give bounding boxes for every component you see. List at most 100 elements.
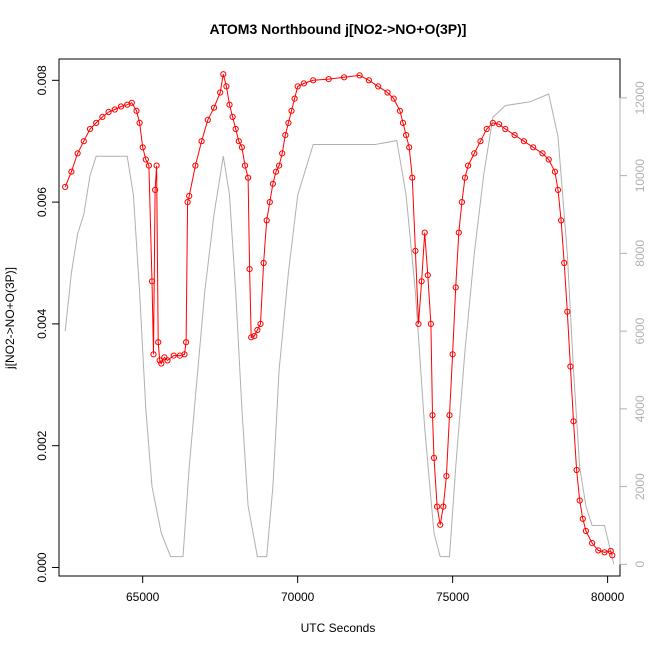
j-no2-point <box>276 162 283 169</box>
j-no2-point <box>589 540 596 547</box>
altitude-line <box>64 93 615 565</box>
y2-tick-label: 4000 <box>633 395 647 422</box>
j-no2-point <box>198 138 205 145</box>
j-no2-point <box>520 138 528 145</box>
y-tick-label: 0.000 <box>35 552 49 582</box>
j-no2-point <box>241 162 249 169</box>
j-no2-point <box>554 186 562 193</box>
j-no2-point <box>434 503 441 510</box>
j-no2-point <box>128 99 135 106</box>
plot-frame <box>58 58 621 577</box>
j-no2-point <box>68 168 75 175</box>
j-no2-point <box>412 247 419 254</box>
j-no2-point <box>282 132 289 139</box>
j-no2-point <box>418 278 425 285</box>
y-tick-label: 0.004 <box>35 309 49 339</box>
j-no2-point <box>139 144 146 151</box>
j-no2-point <box>579 515 586 522</box>
j-no2-point <box>567 363 574 370</box>
j-no2-series <box>62 71 616 559</box>
j-no2-point <box>117 103 125 110</box>
j-no2-point <box>365 77 372 84</box>
j-no2-point <box>573 466 580 474</box>
j-no2-point <box>396 107 403 114</box>
j-no2-point <box>375 83 382 90</box>
y2-tick-label: 12000 <box>633 81 647 115</box>
y-tick-label: 0.008 <box>35 65 49 95</box>
j-no2-point <box>257 320 264 327</box>
j-no2-point <box>133 107 140 114</box>
x-axis: 65000 70000 75000 80000 <box>126 575 625 604</box>
j-no2-point <box>325 76 332 83</box>
y2-tick-label: 0 <box>633 561 647 568</box>
j-no2-point <box>558 217 565 224</box>
x-tick-label: 75000 <box>436 590 470 604</box>
j-no2-point <box>251 333 258 340</box>
j-no2-point <box>220 71 227 78</box>
y-axis-label: j[NO2->NO+O(3P)] <box>3 267 17 370</box>
j-no2-point <box>545 156 552 163</box>
j-no2-point <box>601 549 608 556</box>
j-no2-point <box>511 132 518 139</box>
chart-title: ATOM3 Northbound j[NO2->NO+O(3P)] <box>210 21 467 37</box>
j-no2-point <box>551 168 559 175</box>
j-no2-point <box>403 132 410 139</box>
j-no2-point <box>564 308 571 315</box>
j-no2-point <box>291 95 298 102</box>
y-axis: 0.000 0.002 0.004 0.006 0.008 <box>35 65 60 582</box>
x-axis-label: UTC Seconds <box>301 621 376 635</box>
j-no2-point <box>489 119 496 127</box>
j-no2-point <box>609 552 616 559</box>
j-no2-point <box>150 351 157 358</box>
j-no2-point <box>245 174 252 181</box>
j-no2-point <box>80 138 87 145</box>
j-no2-point <box>406 144 413 151</box>
j-no2-point <box>496 121 503 128</box>
j-no2-point <box>539 150 546 157</box>
j-no2-point <box>152 186 159 193</box>
j-no2-point <box>186 192 193 200</box>
j-no2-point <box>455 229 462 236</box>
j-no2-point <box>288 107 295 114</box>
j-no2-point <box>285 119 292 127</box>
j-no2-point <box>181 351 188 358</box>
j-no2-point <box>248 334 255 341</box>
j-no2-point <box>111 106 118 113</box>
j-no2-point <box>502 125 509 133</box>
y2-axis: 0 2000 4000 6000 8000 10000 12000 <box>619 81 647 568</box>
j-no2-point <box>452 284 459 291</box>
j-no2-point <box>483 125 490 133</box>
j-no2-point <box>204 116 211 124</box>
x-tick-label: 65000 <box>126 590 160 604</box>
j-no2-point <box>263 217 270 224</box>
y2-tick-label: 8000 <box>633 240 647 267</box>
j-no2-point <box>269 180 276 187</box>
j-no2-point <box>142 156 149 163</box>
j-no2-point <box>294 83 301 90</box>
j-no2-point <box>223 83 230 90</box>
j-no2-point <box>471 150 478 157</box>
j-no2-point <box>74 150 81 157</box>
j-no2-point <box>266 199 273 206</box>
j-no2-point <box>148 278 156 285</box>
j-no2-point <box>192 162 199 169</box>
j-no2-point <box>229 113 236 121</box>
j-no2-point <box>238 144 245 151</box>
j-no2-point <box>458 199 465 206</box>
j-no2-point <box>145 162 152 169</box>
y2-tick-label: 2000 <box>633 473 647 500</box>
j-no2-point <box>164 357 171 364</box>
j-no2-point <box>136 119 143 127</box>
j-no2-point <box>409 174 416 181</box>
j-no2-point <box>170 352 177 359</box>
j-no2-point <box>210 104 218 111</box>
j-no2-point <box>246 266 253 273</box>
j-no2-point <box>384 89 391 96</box>
j-no2-point <box>183 339 190 346</box>
j-no2-point <box>62 183 69 190</box>
j-no2-point <box>310 77 317 84</box>
j-no2-point <box>429 412 436 419</box>
j-no2-point <box>430 454 438 461</box>
j-no2-line <box>64 74 613 556</box>
